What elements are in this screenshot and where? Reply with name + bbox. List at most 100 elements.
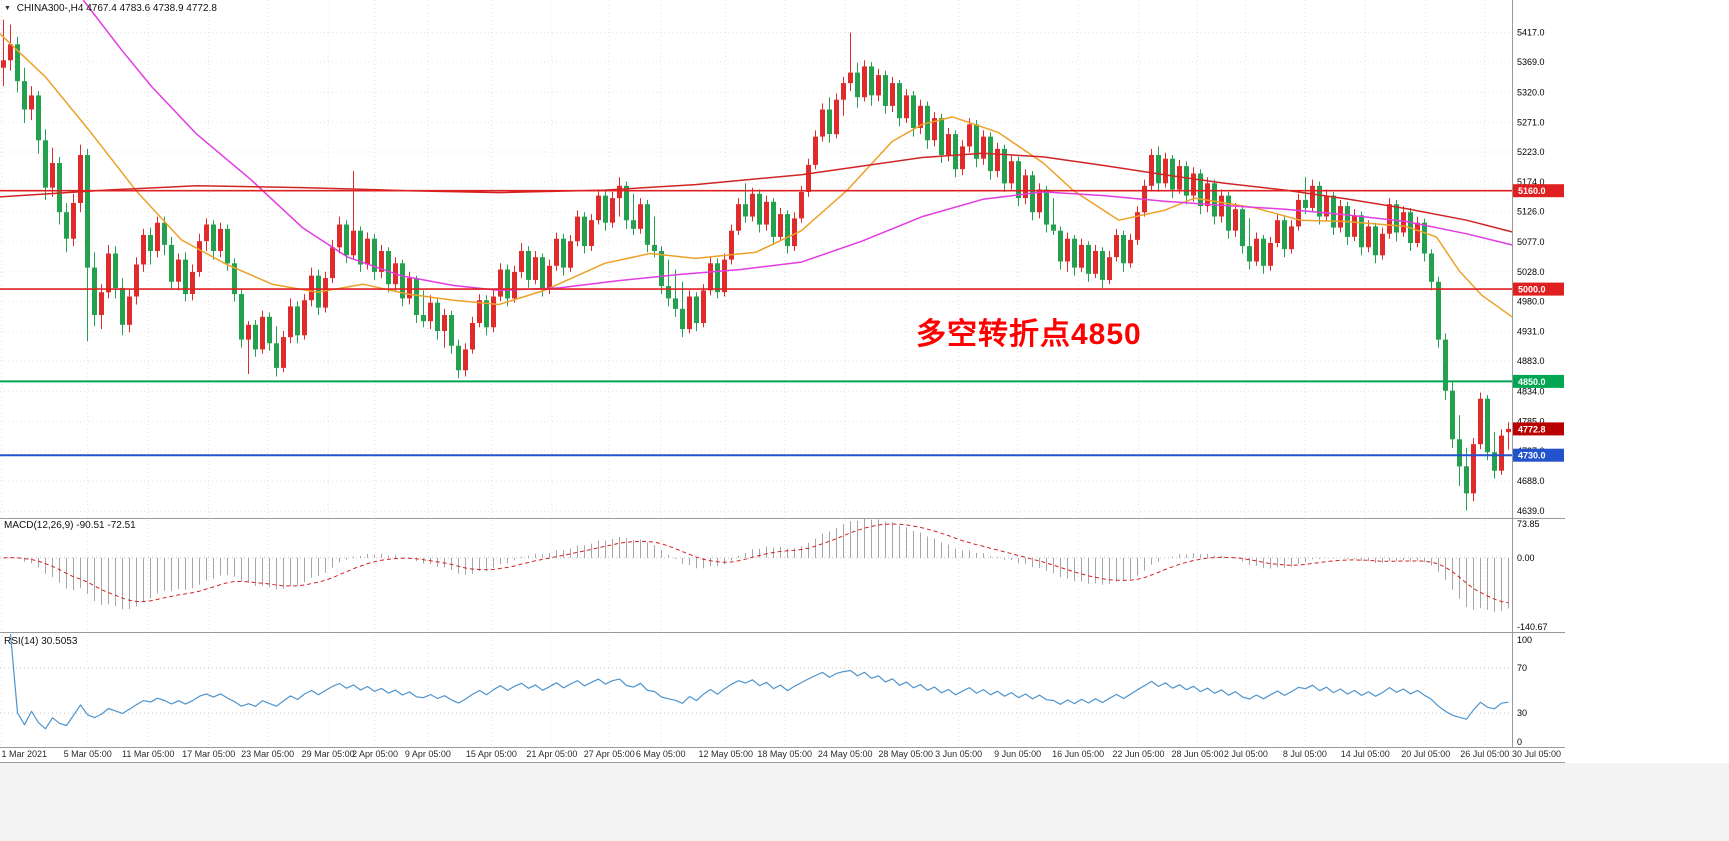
date-label: 17 Mar 05:00	[182, 749, 235, 759]
price-axis-label: 5126.0	[1517, 207, 1545, 217]
candle-body	[372, 238, 377, 272]
date-label: 6 May 05:00	[636, 749, 686, 759]
candle-body	[708, 263, 713, 291]
candle-body	[162, 222, 167, 245]
price-axis-label: 4883.0	[1517, 356, 1545, 366]
chart-title: ▼ CHINA300-,H4 4767.4 4783.6 4738.9 4772…	[4, 3, 217, 14]
candle-body	[1436, 281, 1441, 340]
candle-body	[351, 230, 356, 256]
candle-body	[701, 290, 706, 323]
date-label: 30 Jul 05:00	[1512, 749, 1561, 759]
date-label: 22 Jun 05:00	[1112, 749, 1164, 759]
candle-body	[1240, 209, 1245, 247]
candle-body	[295, 306, 300, 336]
candle-body	[1317, 185, 1322, 217]
rsi-line	[9, 633, 1509, 730]
price-tag-label: 4730.0	[1518, 451, 1546, 461]
price-axis-label: 4688.0	[1517, 476, 1545, 486]
date-label: 28 Jun 05:00	[1171, 749, 1223, 759]
date-label: 9 Apr 05:00	[405, 749, 451, 759]
price-axis-label: 5271.0	[1517, 117, 1545, 127]
candle-body	[1044, 189, 1049, 225]
date-label: 8 Jul 05:00	[1283, 749, 1327, 759]
candle-body	[750, 193, 755, 217]
candle-body	[505, 269, 510, 299]
candle-body	[57, 163, 62, 213]
macd-scale-label: 0.00	[1517, 553, 1535, 563]
candle-body	[995, 148, 1000, 171]
candle-body	[869, 66, 874, 96]
candle-body	[1177, 166, 1182, 190]
date-label: 5 Mar 05:00	[64, 749, 112, 759]
candle-body	[890, 83, 895, 106]
candle-body	[1352, 215, 1357, 237]
candle-body	[1359, 215, 1364, 248]
candle-body	[78, 155, 83, 203]
candle-body	[1338, 206, 1343, 228]
candle-body	[694, 296, 699, 323]
candle-body	[722, 259, 727, 293]
candle-body	[1422, 222, 1427, 254]
candle-body	[407, 278, 412, 299]
candle-body	[379, 251, 384, 272]
candle-body	[29, 95, 34, 110]
candle-body	[43, 140, 48, 188]
candle-body	[680, 308, 685, 330]
candle-body	[876, 75, 881, 96]
candle-body	[449, 315, 454, 346]
candle-body	[981, 136, 986, 159]
candle-body	[771, 201, 776, 237]
candle-body	[1429, 253, 1434, 282]
candle-body	[1205, 183, 1210, 207]
price-axis-label: 4980.0	[1517, 296, 1545, 306]
candle-body	[463, 349, 468, 371]
candle-body	[1443, 339, 1448, 391]
candle-body	[1464, 466, 1469, 494]
candle-body	[687, 296, 692, 330]
candle-body	[757, 193, 762, 225]
date-label: 2 Apr 05:00	[352, 749, 398, 759]
price-tag	[1513, 448, 1564, 462]
candle-body	[1324, 195, 1329, 217]
candle-body	[974, 124, 979, 159]
macd-indicator-label: MACD(12,26,9) -90.51 -72.51	[4, 520, 136, 531]
candle-body	[204, 224, 209, 242]
price-tag-label: 4850.0	[1518, 377, 1546, 387]
candle-body	[596, 195, 601, 221]
candle-body	[1058, 230, 1063, 262]
candle-body	[309, 275, 314, 301]
date-label: 14 Jul 05:00	[1341, 749, 1390, 759]
candle-body	[1373, 226, 1378, 256]
candle-body	[491, 296, 496, 328]
candle-body	[1156, 155, 1161, 184]
below-chart-area	[0, 763, 1729, 841]
candle-body	[561, 238, 566, 268]
candle-body	[260, 316, 265, 350]
candle-body	[1254, 238, 1259, 262]
candle-body	[911, 95, 916, 128]
candle-body	[960, 146, 965, 170]
price-axis-label: 4785.0	[1517, 416, 1545, 426]
candle-body	[99, 292, 104, 315]
date-label: 20 Jul 05:00	[1401, 749, 1450, 759]
symbol-timeframe: CHINA300-,H4	[16, 3, 84, 14]
date-label: 15 Apr 05:00	[466, 749, 517, 759]
candle-body	[519, 251, 524, 272]
candle-body	[603, 195, 608, 223]
candle-body	[1394, 204, 1399, 233]
price-tag	[1513, 184, 1564, 198]
price-axis-label: 4931.0	[1517, 327, 1545, 337]
macd-scale-label: 73.85	[1517, 519, 1540, 529]
candle-body	[883, 75, 888, 106]
candle-body	[652, 244, 657, 252]
date-label: 16 Jun 05:00	[1052, 749, 1104, 759]
candle-body	[1009, 161, 1014, 184]
candle-body	[624, 185, 629, 221]
candle-body	[1121, 235, 1126, 264]
candle-body	[568, 241, 573, 268]
date-label: 29 Mar 05:00	[302, 749, 355, 759]
candle-body	[176, 259, 181, 282]
candle-body	[1072, 238, 1077, 268]
candle-body	[617, 185, 622, 199]
